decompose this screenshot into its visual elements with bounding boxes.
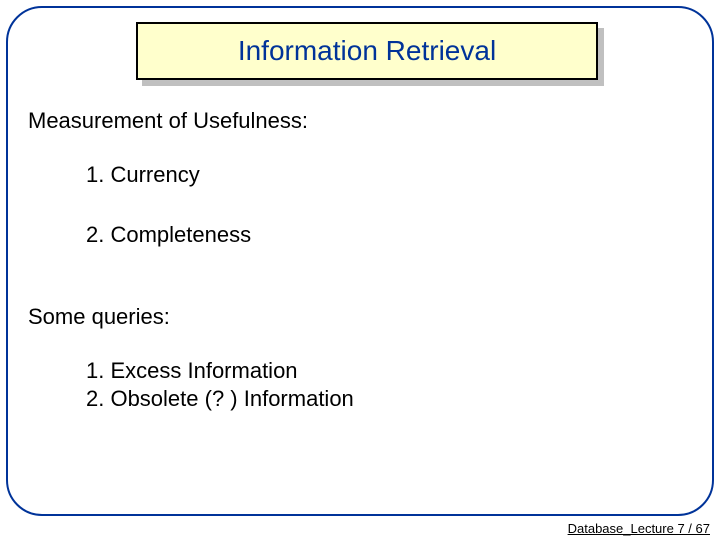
title-box: Information Retrieval	[136, 22, 598, 80]
section1-heading: Measurement of Usefulness:	[28, 108, 692, 134]
slide-footer: Database_Lecture 7 / 67	[568, 521, 710, 536]
slide-content: Measurement of Usefulness: 1. Currency 2…	[28, 108, 692, 414]
section1-item-2: 2. Completeness	[86, 222, 692, 248]
slide-frame: Information Retrieval Measurement of Use…	[6, 6, 714, 516]
slide-title: Information Retrieval	[238, 35, 496, 67]
section2-heading: Some queries:	[28, 304, 692, 330]
section2-item-2: 2. Obsolete (? ) Information	[86, 386, 692, 412]
section2-item-1: 1. Excess Information	[86, 358, 692, 384]
section1-item-1: 1. Currency	[86, 162, 692, 188]
